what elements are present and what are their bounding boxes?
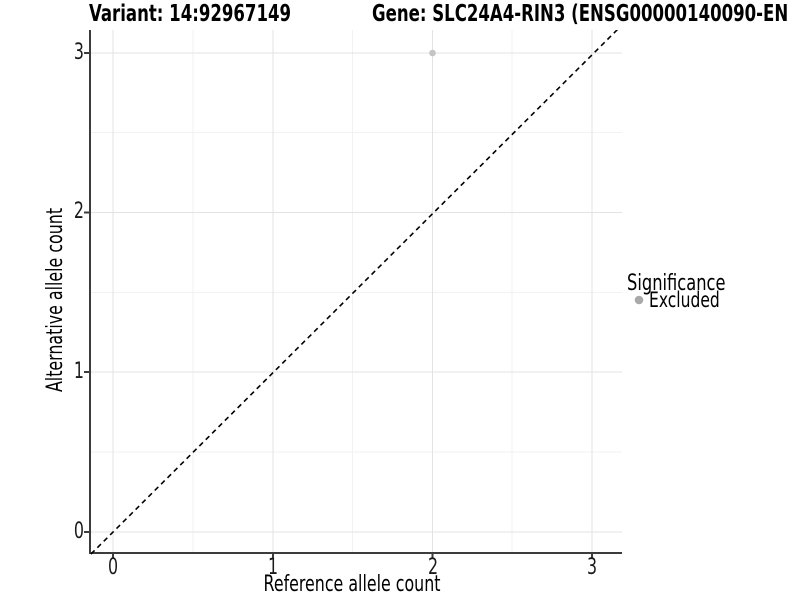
legend-title: Significance xyxy=(627,271,726,296)
legend-entry-excluded: Excluded xyxy=(649,288,720,312)
x-axis-title: Reference allele count xyxy=(263,572,441,597)
legend-marker-icon xyxy=(634,295,644,305)
x-tick-label-2: 2 xyxy=(427,555,439,580)
y-tick-label-0: 0 xyxy=(73,519,84,544)
plot-title-variant: Variant: 14:92967149 xyxy=(88,1,292,27)
y-tick-label-2: 2 xyxy=(73,199,84,224)
x-tick-label-1: 1 xyxy=(267,555,279,580)
identity-line xyxy=(90,30,619,555)
x-tick-label-0: 0 xyxy=(107,555,119,580)
y-tick-label-3: 3 xyxy=(73,40,84,65)
y-axis-title: Alternative allele count xyxy=(43,207,68,393)
plot-panel xyxy=(84,30,622,559)
y-tick-label-1: 1 xyxy=(73,359,84,384)
grid-major xyxy=(90,30,622,553)
data-point xyxy=(429,49,436,57)
x-tick-label-3: 3 xyxy=(586,555,598,580)
plot-title-gene: Gene: SLC24A4-RIN3 (ENSG00000140090-EN xyxy=(372,1,789,27)
axis-lines xyxy=(89,30,622,554)
grid-minor xyxy=(90,30,622,553)
tick-marks xyxy=(84,52,593,559)
